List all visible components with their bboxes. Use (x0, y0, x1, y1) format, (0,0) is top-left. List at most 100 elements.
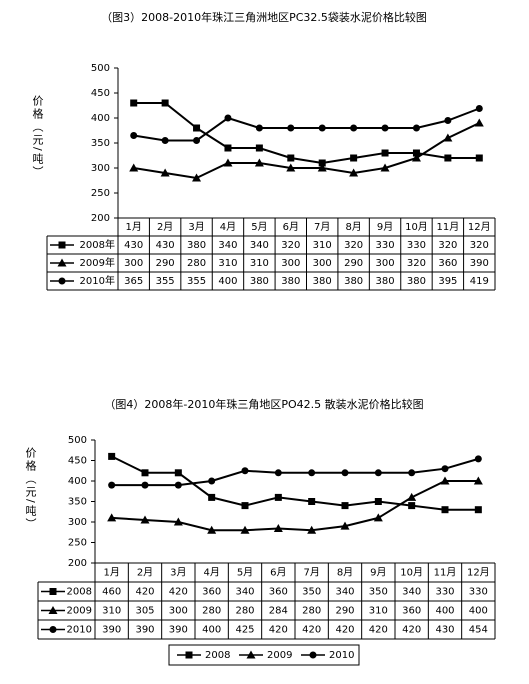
legend-label: 2010 (329, 650, 354, 661)
marker (255, 124, 263, 132)
marker (192, 173, 202, 182)
y-tick-label: 300 (91, 163, 110, 174)
marker (350, 154, 358, 162)
marker (274, 469, 282, 477)
x-tick-label: 11月 (437, 221, 460, 233)
table-value: 340 (218, 240, 237, 251)
series-line (133, 102, 480, 165)
table-value: 425 (235, 625, 254, 636)
table-value: 420 (369, 625, 388, 636)
marker (349, 168, 359, 177)
marker (444, 154, 452, 162)
marker (309, 651, 317, 659)
table-value: 340 (235, 587, 254, 598)
table-value: 310 (102, 606, 121, 617)
table-series-name: 2010年 (80, 274, 115, 287)
marker (341, 502, 349, 510)
y-tick-label: 250 (68, 538, 87, 549)
marker (374, 498, 382, 505)
marker (373, 513, 383, 522)
marker (208, 493, 216, 501)
series-line (133, 122, 480, 180)
marker (224, 144, 232, 152)
table-value: 400 (202, 625, 221, 636)
chart-title: （图4）2008年-2010年珠三角地区PO42.5 散装水泥价格比较图 (104, 397, 423, 411)
x-tick-label: 5月 (237, 567, 253, 579)
table-value: 280 (202, 606, 221, 617)
table-value: 390 (169, 625, 188, 636)
table-value: 430 (435, 625, 454, 636)
table-value: 280 (302, 606, 321, 617)
x-tick-label: 10月 (400, 567, 423, 579)
table-value: 400 (435, 606, 454, 617)
table-value: 360 (269, 587, 288, 598)
marker (255, 144, 263, 152)
table-value: 430 (124, 240, 143, 251)
marker (444, 117, 452, 124)
series-line (111, 457, 479, 487)
marker (308, 469, 316, 477)
x-tick-label: 4月 (203, 567, 219, 579)
x-tick-label: 4月 (220, 221, 236, 233)
table-value: 300 (281, 258, 300, 269)
table-value: 330 (407, 240, 426, 251)
marker (49, 626, 57, 633)
x-tick-label: 12月 (468, 221, 491, 233)
marker (408, 502, 416, 510)
marker (246, 650, 256, 659)
marker (57, 258, 67, 267)
marker (381, 124, 389, 132)
table-value: 320 (344, 240, 363, 251)
y-tick-label: 400 (91, 113, 110, 124)
x-tick-label: 8月 (337, 567, 353, 579)
marker (474, 118, 484, 127)
marker (287, 154, 295, 162)
legend-label: 2009 (267, 650, 292, 661)
x-tick-label: 7月 (314, 221, 330, 233)
y-tick-label: 200 (91, 213, 110, 224)
x-tick-label: 3月 (170, 567, 186, 579)
table-series-name: 2009年 (80, 256, 115, 269)
marker (161, 99, 169, 107)
marker (240, 525, 250, 534)
x-tick-label: 7月 (303, 567, 319, 579)
series-line (111, 455, 479, 511)
table-value: 330 (469, 587, 488, 598)
table-value: 360 (202, 587, 221, 598)
marker (193, 124, 201, 132)
marker (475, 105, 483, 112)
table-value: 430 (156, 240, 175, 251)
y-axis-label: 价格（元/吨） (24, 447, 37, 531)
table-value: 340 (402, 587, 421, 598)
x-tick-label: 8月 (345, 221, 361, 233)
marker (129, 163, 139, 172)
table-value: 290 (335, 606, 354, 617)
series-line (111, 480, 479, 532)
marker (224, 114, 232, 122)
table-value: 390 (470, 258, 489, 269)
y-axis-label: 价格（元/吨） (31, 95, 44, 179)
marker (273, 524, 283, 533)
table-value: 300 (124, 258, 143, 269)
x-tick-label: 9月 (370, 567, 386, 579)
table-value: 340 (250, 240, 269, 251)
x-tick-label: 3月 (188, 221, 204, 233)
marker (318, 124, 326, 132)
table-value: 460 (102, 587, 121, 598)
x-tick-label: 5月 (251, 221, 267, 233)
table-value: 360 (438, 258, 457, 269)
x-tick-label: 1月 (126, 221, 142, 233)
y-tick-label: 450 (91, 88, 110, 99)
table-value: 395 (438, 276, 457, 287)
table-value: 310 (218, 258, 237, 269)
marker (174, 469, 182, 477)
table-value: 355 (156, 276, 175, 287)
marker (443, 133, 453, 142)
marker (223, 158, 233, 167)
marker (318, 159, 326, 167)
table-value: 330 (435, 587, 454, 598)
marker (173, 517, 183, 526)
x-tick-label: 9月 (377, 221, 393, 233)
marker (287, 124, 295, 132)
